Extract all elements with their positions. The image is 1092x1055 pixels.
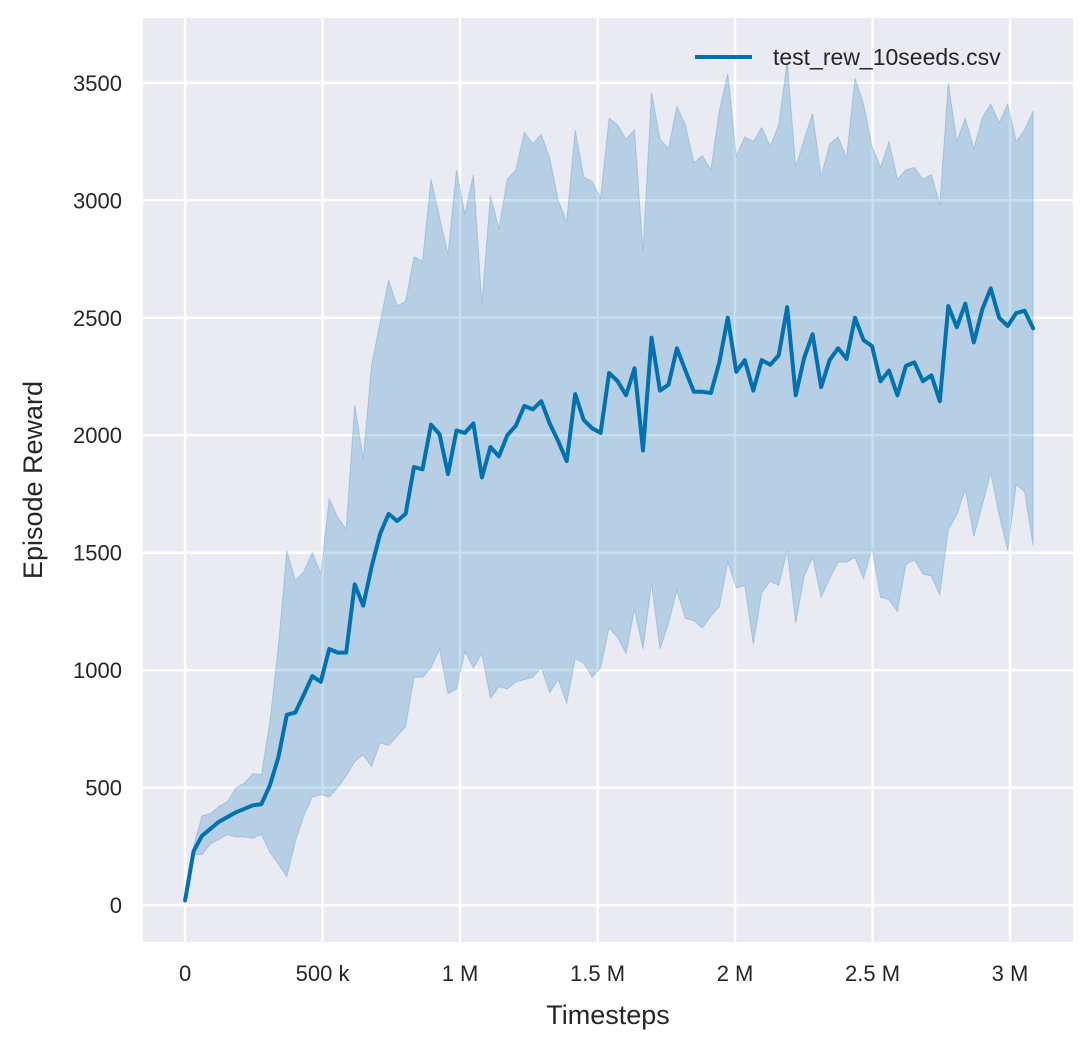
- y-tick-label: 3500: [73, 71, 122, 96]
- x-tick-label: 1 M: [442, 961, 479, 986]
- x-tick-label: 2 M: [717, 961, 754, 986]
- x-tick-label: 500 k: [296, 961, 351, 986]
- y-tick-label: 0: [110, 893, 122, 918]
- y-tick-label: 2500: [73, 306, 122, 331]
- y-tick-labels: 0 500 1000 1500 2000 2500 3000 3500: [73, 71, 122, 918]
- x-axis-label: Timesteps: [546, 1000, 670, 1030]
- x-tick-label: 0: [179, 961, 191, 986]
- legend-label: test_rew_10seeds.csv: [773, 44, 1001, 70]
- y-tick-label: 3000: [73, 188, 122, 213]
- y-axis-label: Episode Reward: [18, 381, 48, 579]
- x-tick-label: 3 M: [992, 961, 1029, 986]
- y-tick-label: 1500: [73, 541, 122, 566]
- x-tick-label: 1.5 M: [570, 961, 625, 986]
- y-tick-label: 1000: [73, 658, 122, 683]
- y-tick-label: 500: [85, 776, 122, 801]
- y-tick-label: 2000: [73, 423, 122, 448]
- x-tick-label: 2.5 M: [845, 961, 900, 986]
- x-tick-labels: 0 500 k 1 M 1.5 M 2 M 2.5 M 3 M: [179, 961, 1028, 986]
